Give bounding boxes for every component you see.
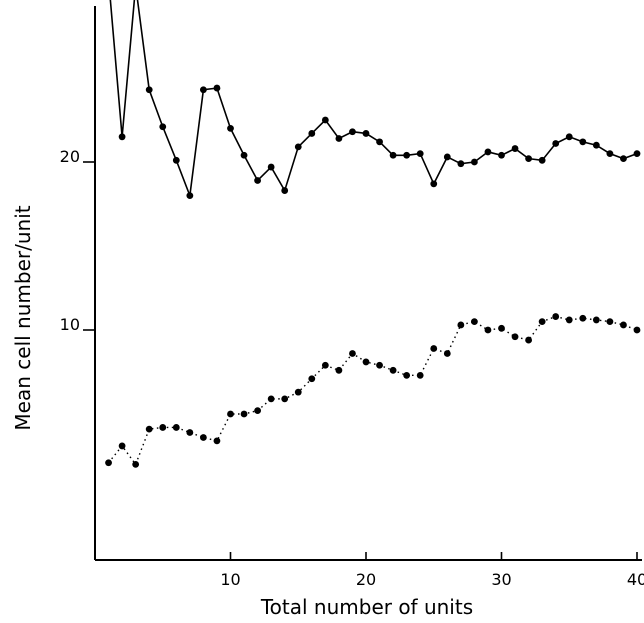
y-tick-label: 20 xyxy=(60,147,80,166)
data-point xyxy=(592,316,600,324)
x-tick-label: 10 xyxy=(220,570,240,589)
data-point xyxy=(132,461,140,468)
data-point xyxy=(281,395,289,403)
data-point xyxy=(362,358,370,366)
data-point xyxy=(552,140,560,147)
series-solid xyxy=(109,0,641,200)
data-point xyxy=(389,366,397,374)
data-point xyxy=(457,160,465,168)
data-point xyxy=(484,148,492,156)
data-point xyxy=(498,151,505,159)
data-point xyxy=(416,371,424,379)
data-point xyxy=(376,361,383,369)
data-point xyxy=(213,437,221,445)
data-point xyxy=(267,163,275,171)
data-point xyxy=(471,318,478,325)
data-point xyxy=(416,150,424,158)
data-point xyxy=(240,410,248,418)
data-point xyxy=(335,366,343,374)
y-axis-title: Mean cell number/unit xyxy=(11,205,35,430)
x-axis-title: Total number of units xyxy=(260,595,473,619)
data-point xyxy=(254,177,261,184)
data-point xyxy=(525,155,532,163)
data-point xyxy=(227,410,234,418)
data-point xyxy=(538,156,546,164)
data-point xyxy=(172,424,180,431)
x-ticks: 10 20 30 40 xyxy=(220,552,644,589)
data-point xyxy=(349,350,356,357)
data-point xyxy=(525,336,532,344)
x-tick-label: 40 xyxy=(627,570,644,589)
series-dotted xyxy=(105,313,641,468)
data-point xyxy=(389,151,397,159)
data-point xyxy=(565,133,573,141)
data-point xyxy=(105,459,112,467)
data-point xyxy=(213,84,221,92)
data-point xyxy=(552,313,560,320)
data-point xyxy=(579,314,587,322)
data-point xyxy=(186,429,194,436)
data-point xyxy=(511,333,519,341)
data-point xyxy=(227,124,234,132)
data-point xyxy=(281,187,289,194)
data-point xyxy=(200,86,207,94)
data-point xyxy=(240,151,248,159)
x-tick-label: 30 xyxy=(491,570,511,589)
data-point xyxy=(172,156,180,164)
data-point xyxy=(118,133,126,141)
data-point xyxy=(362,130,370,137)
data-point xyxy=(403,371,411,379)
data-point xyxy=(118,442,126,450)
data-point xyxy=(620,155,627,163)
data-point xyxy=(308,130,316,137)
data-point xyxy=(620,321,627,329)
data-point xyxy=(186,192,194,200)
data-point xyxy=(579,138,587,146)
data-point xyxy=(321,361,329,369)
data-point xyxy=(511,145,519,152)
data-point xyxy=(294,143,302,151)
data-point xyxy=(538,318,546,325)
data-point xyxy=(321,116,329,124)
data-point xyxy=(484,326,492,334)
series-line xyxy=(108,315,638,466)
data-point xyxy=(430,345,438,352)
data-point xyxy=(159,424,167,431)
series-line xyxy=(109,0,638,196)
data-point xyxy=(606,318,614,325)
data-point xyxy=(294,388,302,396)
x-tick-label: 20 xyxy=(356,570,376,589)
data-point xyxy=(443,350,451,357)
data-point xyxy=(267,395,275,403)
data-point xyxy=(145,425,153,433)
series-layer xyxy=(105,0,641,468)
data-point xyxy=(335,135,343,142)
data-point xyxy=(376,138,383,146)
data-point xyxy=(443,153,451,161)
data-point xyxy=(349,128,356,136)
data-point xyxy=(592,141,600,149)
data-point xyxy=(457,321,465,329)
data-point xyxy=(471,158,478,166)
data-point xyxy=(254,407,261,415)
data-point xyxy=(606,150,614,158)
data-point xyxy=(430,180,438,188)
y-tick-label: 10 xyxy=(60,315,80,334)
x-axis: 10 20 30 40 xyxy=(95,552,644,589)
data-point xyxy=(633,150,641,158)
data-point xyxy=(403,151,411,159)
data-point xyxy=(145,86,153,94)
data-point xyxy=(159,123,167,131)
data-point xyxy=(565,316,573,324)
data-point xyxy=(308,375,316,383)
data-point xyxy=(633,326,641,334)
data-point xyxy=(200,434,207,441)
data-point xyxy=(498,324,505,332)
